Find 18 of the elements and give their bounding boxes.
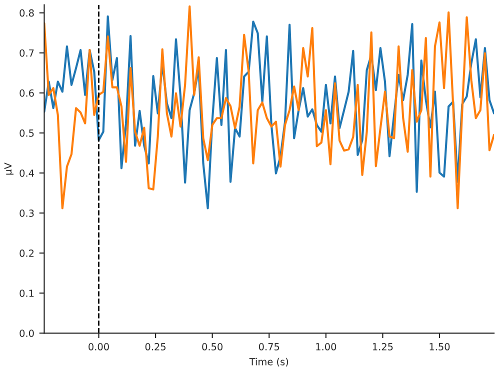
- y-tick-label: 0.3: [20, 210, 34, 217]
- y-tick-label: 0.0: [20, 330, 34, 337]
- x-axis-title: Time (s): [249, 358, 288, 367]
- y-tick-label: 0.8: [20, 9, 34, 17]
- y-tick-label: 0.2: [20, 250, 34, 257]
- x-tick-label: 1.25: [372, 343, 393, 350]
- y-axis-title: µV: [4, 162, 14, 175]
- x-tick-label: 0.50: [202, 343, 223, 350]
- y-tick-label: 0.7: [20, 49, 34, 57]
- x-tick-label: 0.25: [145, 343, 166, 350]
- y-tick-label: 0.4: [20, 169, 34, 177]
- y-tick-label: 0.6: [20, 89, 34, 97]
- x-tick-label: 0.75: [258, 343, 280, 350]
- x-tick-label: 0.00: [88, 343, 109, 350]
- y-tick-label: 0.5: [20, 129, 34, 137]
- y-tick-label: 0.1: [20, 290, 34, 297]
- x-tick-label: 1.00: [316, 343, 336, 350]
- x-tick-label: 1.50: [430, 343, 450, 350]
